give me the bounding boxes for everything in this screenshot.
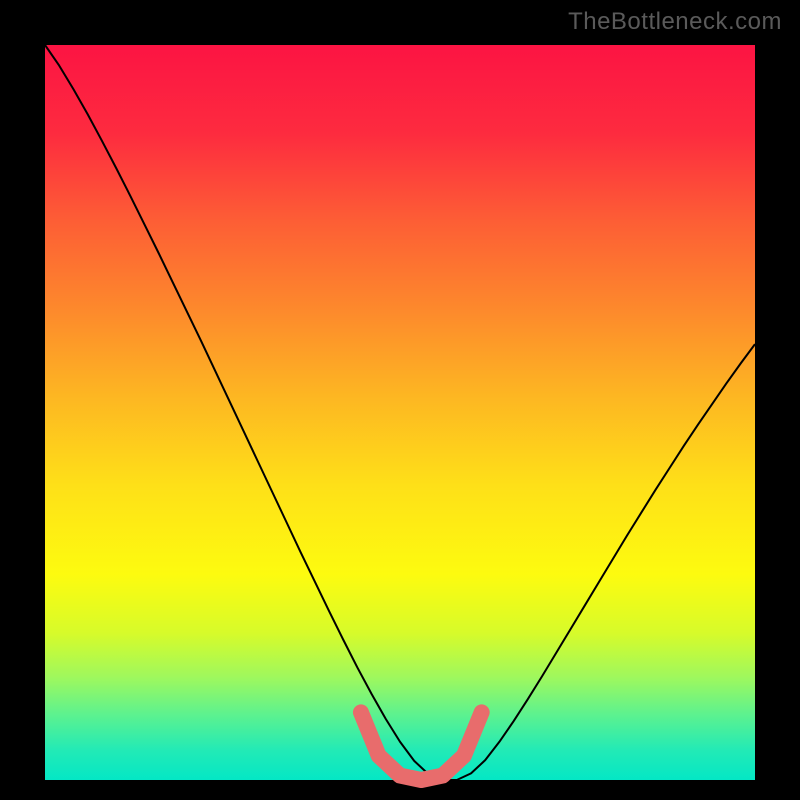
watermark-text: TheBottleneck.com [568,8,782,36]
chart-canvas: TheBottleneck.com [0,0,800,800]
gradient-background [45,45,755,780]
chart-svg [0,0,800,800]
